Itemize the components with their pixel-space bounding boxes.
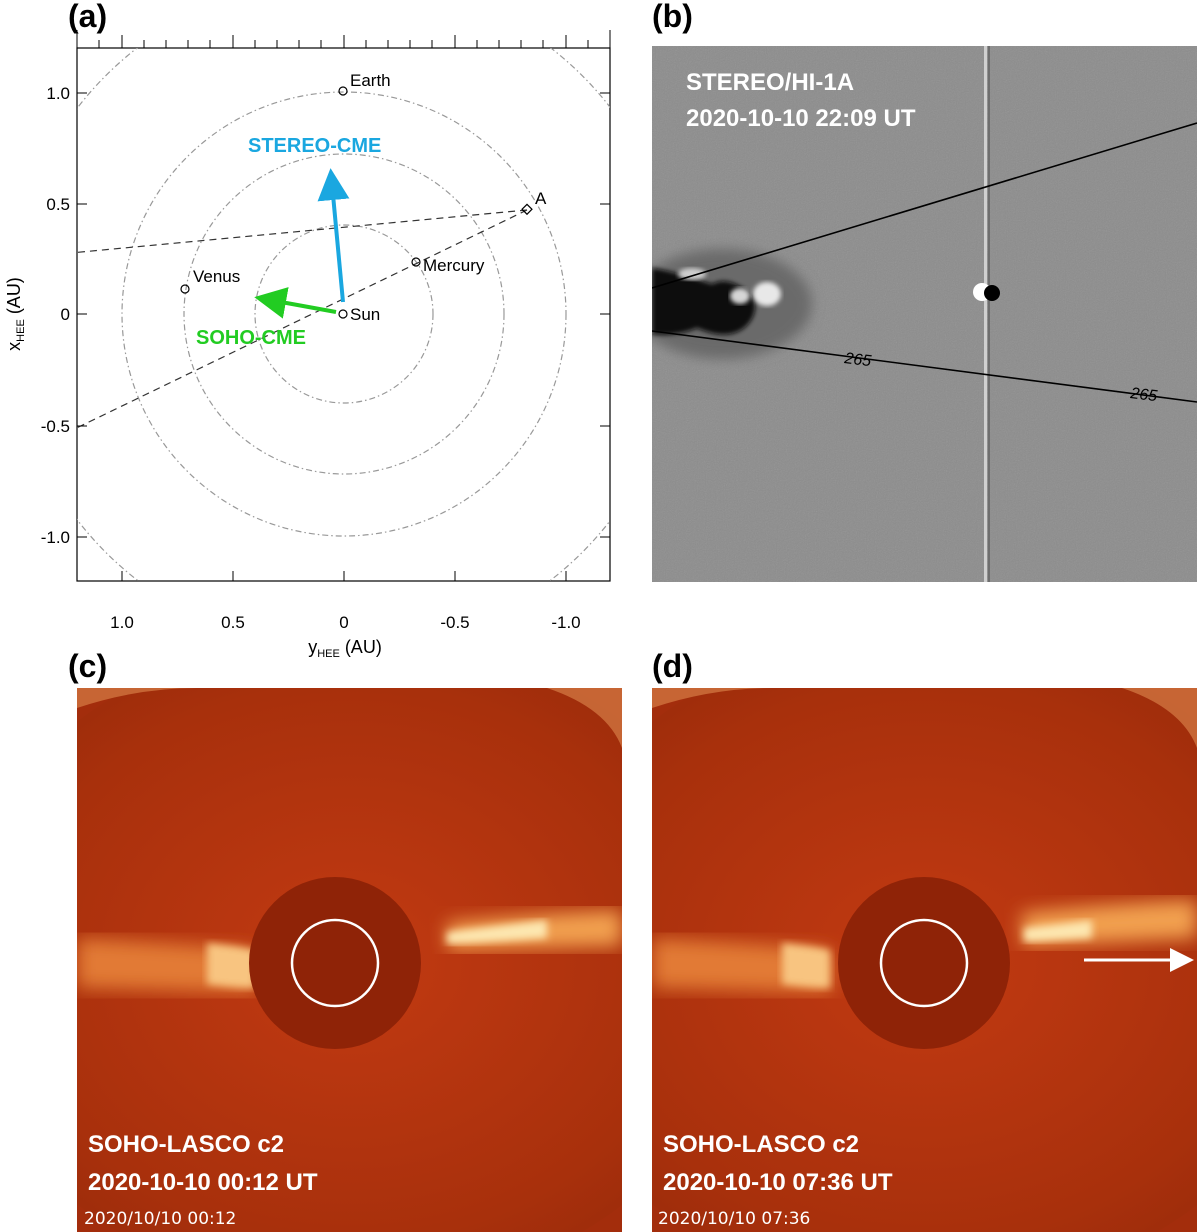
stereo-a-marker <box>521 203 533 216</box>
lasco-d-time: 2020-10-10 07:36 UT <box>663 1169 893 1196</box>
lasco-c-stamp: 2020/10/10 00:12 <box>84 1209 237 1229</box>
top-ruler <box>76 30 611 48</box>
earth-label: Earth <box>350 71 391 90</box>
fov-line-lower <box>652 330 1197 403</box>
contour-label: 265 <box>1129 385 1159 405</box>
venus-label: Venus <box>193 267 240 286</box>
y-axis-label: xHEE (AU) <box>4 277 27 351</box>
stereo-a-label: A <box>535 189 547 208</box>
sun-label: Sun <box>350 305 380 324</box>
lasco-d-stamp: 2020/10/10 07:36 <box>658 1209 811 1229</box>
hi1a-title: STEREO/HI-1A <box>686 69 855 96</box>
y-axis-ticks <box>77 92 610 581</box>
hi1-fov-lower <box>77 209 528 429</box>
y-tick-label: -1.0 <box>41 528 70 547</box>
hi1-fov-upper <box>77 209 528 254</box>
soho-cme-label: SOHO-CME <box>196 327 306 349</box>
solar-limb-circle <box>879 918 969 1008</box>
lasco-image-d <box>652 688 1197 1232</box>
ccd-column-streak <box>984 46 987 582</box>
fov-line-upper <box>652 122 1197 289</box>
x-tick-label: -0.5 <box>440 613 469 632</box>
sun-marker <box>338 309 348 319</box>
x-tick-label: 0.5 <box>221 613 245 632</box>
lasco-c-time: 2020-10-10 00:12 UT <box>88 1169 318 1196</box>
orbit-plot: Earth Sun Venus Mercury A STEREO-CME SOH… <box>4 30 611 660</box>
venus-marker <box>180 284 190 294</box>
x-tick-label: 1.0 <box>110 613 134 632</box>
stereo-cme-arrow <box>317 168 350 303</box>
panel-label-d: (d) <box>652 648 693 684</box>
panel-label-b: (b) <box>652 0 693 34</box>
earth-marker <box>338 86 348 96</box>
stereo-cme-label: STEREO-CME <box>248 135 381 157</box>
y-tick-label: 0.5 <box>46 195 70 214</box>
y-tick-label: 0 <box>61 305 70 324</box>
occulter-disk <box>249 877 421 1049</box>
occulter-disk <box>838 877 1010 1049</box>
y-tick-label: 1.0 <box>46 84 70 103</box>
contour-label: 265 <box>843 350 873 370</box>
panel-label-a: (a) <box>68 0 108 34</box>
coronal-streamers <box>77 910 622 993</box>
plot-frame <box>76 47 611 582</box>
soho-cme-arrow <box>254 287 337 319</box>
hi1a-image: 265 265 <box>652 46 1197 582</box>
coronal-streamers <box>652 900 1197 993</box>
lasco-image-c <box>77 688 622 1232</box>
lasco-d-title: SOHO-LASCO c2 <box>663 1131 860 1158</box>
mercury-marker <box>411 257 421 267</box>
panel-label-c: (c) <box>68 648 108 684</box>
solar-limb-circle <box>290 918 380 1008</box>
y-tick-label: -0.5 <box>41 417 70 436</box>
x-tick-label: 0 <box>339 613 348 632</box>
mercury-label: Mercury <box>423 256 485 275</box>
x-tick-label: -1.0 <box>551 613 580 632</box>
lasco-c-title: SOHO-LASCO c2 <box>88 1131 285 1158</box>
hi1a-time: 2020-10-10 22:09 UT <box>686 105 916 132</box>
x-axis-label: yHEE (AU) <box>308 637 382 660</box>
